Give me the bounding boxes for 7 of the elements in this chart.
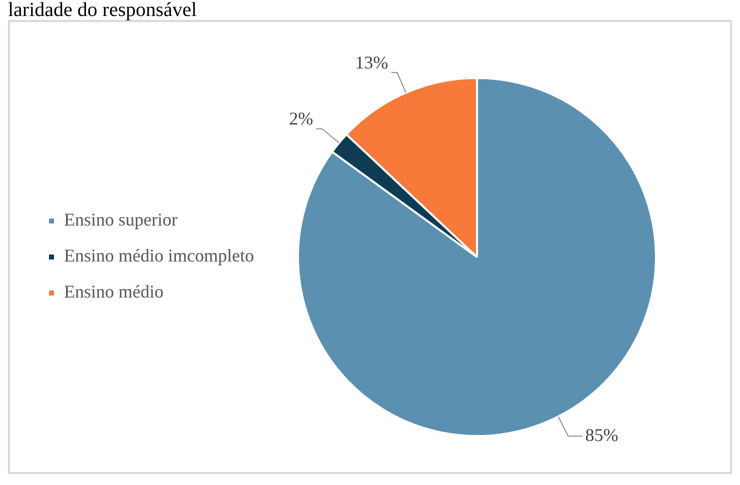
data-label: 13% [355, 52, 388, 72]
legend-label: Ensino médio [64, 282, 164, 302]
data-label: 2% [289, 108, 314, 129]
data-label: 85% [585, 424, 618, 445]
legend-label: Ensino médio imcompleto [64, 246, 254, 266]
chart-title: laridade do responsável [8, 0, 198, 21]
legend-label: Ensino superior [64, 210, 178, 230]
